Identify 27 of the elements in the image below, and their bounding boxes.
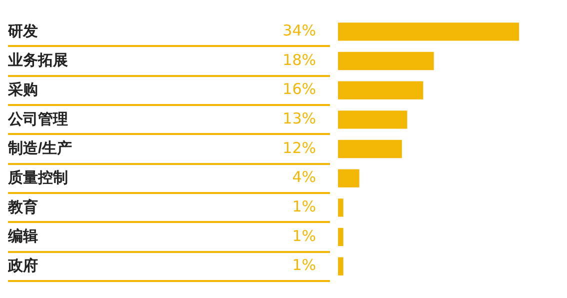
data-label: 1% [292,256,316,274]
y-tick-label: 业务拓展 [7,52,68,70]
bar [338,169,360,188]
y-tick-label: 采购 [7,81,38,98]
data-label: 4% [292,168,316,186]
data-label: 1% [292,198,316,216]
data-label: 1% [292,226,316,245]
y-tick-label: 公司管理 [7,110,68,128]
data-label: 34% [282,22,316,40]
data-label: 18% [282,50,316,69]
y-tick-label: 研发 [7,22,38,40]
data-label: 12% [282,138,316,157]
bar [338,110,408,129]
data-label: 16% [282,80,316,98]
bar [338,198,344,217]
y-tick-label: 编辑 [7,228,38,246]
bar [338,257,344,276]
bar [338,22,520,41]
y-tick-label: 质量控制 [7,169,68,186]
bar [338,140,402,158]
bar [338,52,434,70]
y-tick-label: 制造/生产 [7,140,72,158]
data-label: 13% [282,110,316,128]
bar [338,228,344,246]
bar [338,81,424,100]
y-tick-label: 教育 [7,198,38,216]
y-tick-label: 政府 [7,256,38,274]
